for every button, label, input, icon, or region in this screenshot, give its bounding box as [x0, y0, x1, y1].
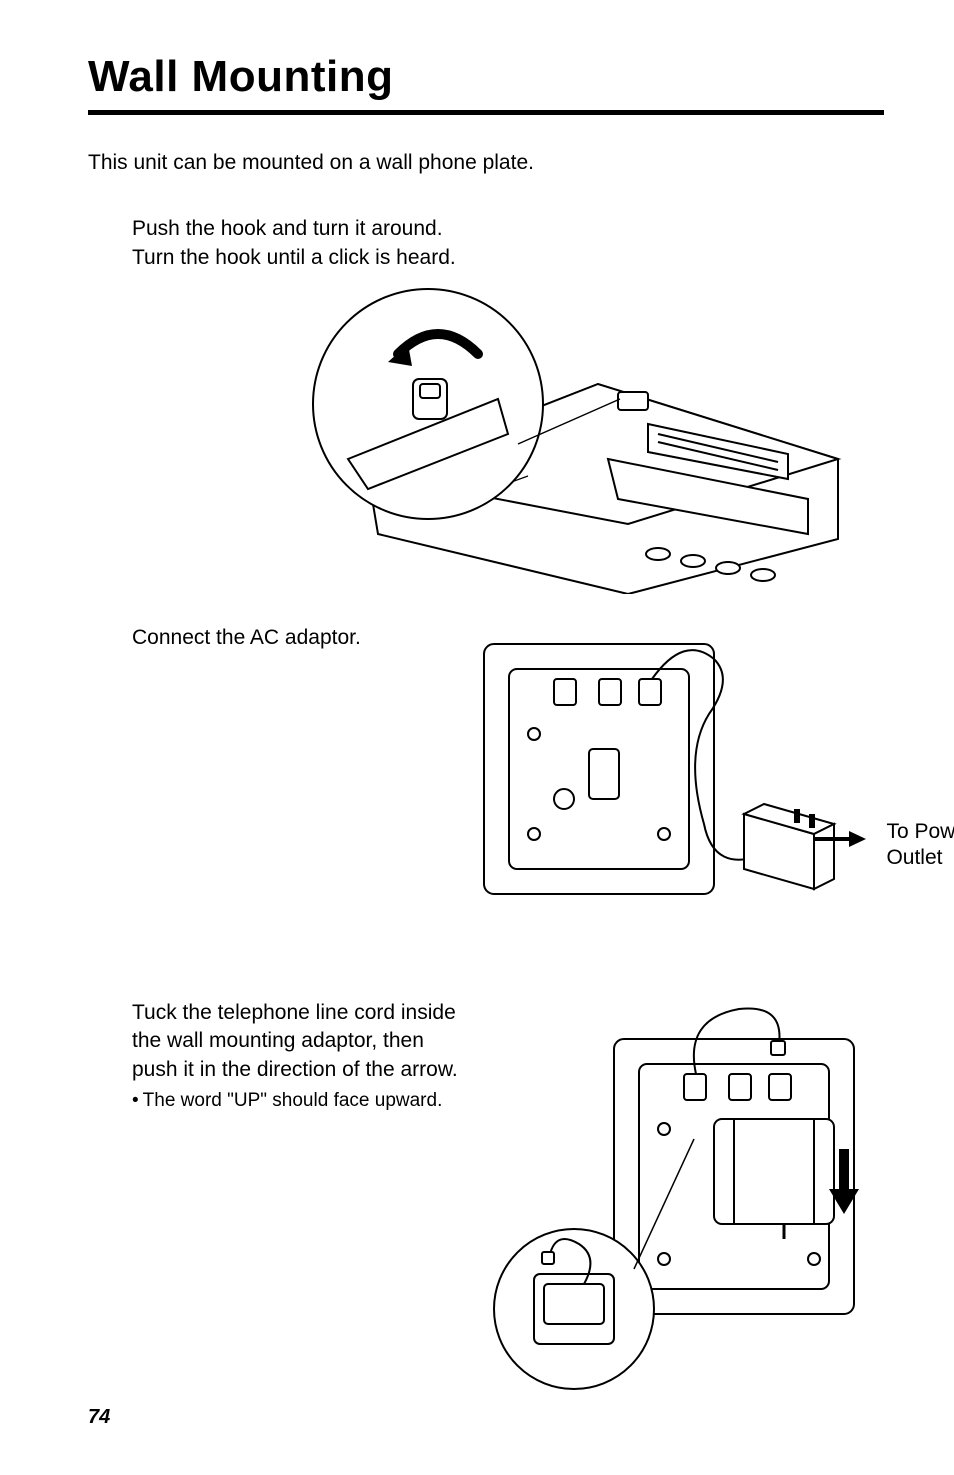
hook-rotation-illustration: [248, 284, 848, 594]
step-1: Push the hook and turn it around. Turn t…: [88, 215, 884, 594]
page-title: Wall Mounting: [88, 52, 884, 102]
power-outlet-line1: To Power: [886, 820, 954, 843]
step-1-line2: Turn the hook until a click is heard.: [132, 244, 884, 272]
step-1-line1: Push the hook and turn it around.: [132, 215, 884, 243]
figure-2: To Power Outlet: [454, 624, 884, 939]
step-2: Connect the AC adaptor.: [88, 624, 884, 939]
step-2-text: Connect the AC adaptor.: [132, 624, 454, 652]
step-3-bullet: The word "UP" should face upward.: [132, 1090, 474, 1112]
manual-page: Wall Mounting This unit can be mounted o…: [0, 0, 954, 1475]
step-3-text: Tuck the telephone line cord inside the …: [132, 999, 474, 1084]
figure-1: [248, 284, 954, 594]
ac-adaptor-illustration: [454, 624, 884, 934]
intro-text: This unit can be mounted on a wall phone…: [88, 149, 884, 177]
figure-3: [484, 999, 884, 1404]
power-outlet-label: To Power Outlet: [886, 819, 954, 872]
wall-adaptor-illustration: [484, 999, 884, 1399]
title-rule: [88, 110, 884, 115]
power-outlet-line2: Outlet: [886, 846, 942, 869]
page-number: 74: [88, 1406, 110, 1429]
step-3: Tuck the telephone line cord inside the …: [88, 999, 884, 1404]
